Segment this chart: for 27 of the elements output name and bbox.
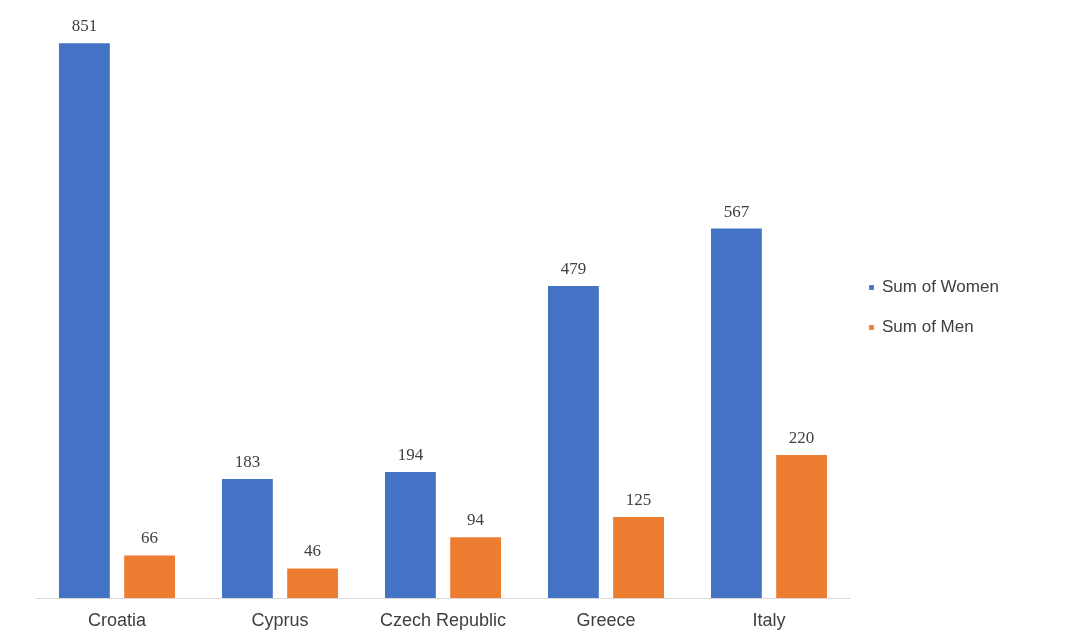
data-label: 66 bbox=[141, 528, 159, 548]
legend-label: Sum of Men bbox=[882, 316, 974, 337]
x-tick-label: Cyprus bbox=[251, 609, 309, 630]
data-label: 567 bbox=[723, 201, 750, 221]
bar bbox=[547, 285, 599, 599]
bar bbox=[613, 516, 665, 599]
x-tick-label: Czech Republic bbox=[379, 609, 507, 630]
data-label: 851 bbox=[71, 16, 98, 36]
x-tick-label: Italy bbox=[752, 609, 786, 630]
data-label: 183 bbox=[234, 452, 261, 472]
bar bbox=[384, 471, 436, 599]
data-label: 479 bbox=[560, 258, 587, 278]
bar bbox=[450, 537, 502, 599]
bar bbox=[221, 479, 273, 599]
legend-label: Sum of Women bbox=[882, 276, 999, 297]
data-label: 125 bbox=[625, 489, 652, 509]
bar bbox=[58, 43, 110, 599]
data-label: 46 bbox=[304, 541, 322, 561]
data-label: 94 bbox=[467, 510, 485, 530]
data-label: 220 bbox=[788, 427, 815, 447]
bar bbox=[287, 568, 339, 599]
x-tick-label: Greece bbox=[576, 609, 636, 630]
x-tick-label: Croatia bbox=[87, 609, 147, 630]
bar bbox=[124, 555, 176, 599]
data-label: 194 bbox=[397, 444, 424, 464]
bar bbox=[710, 228, 762, 599]
bar bbox=[776, 454, 828, 599]
